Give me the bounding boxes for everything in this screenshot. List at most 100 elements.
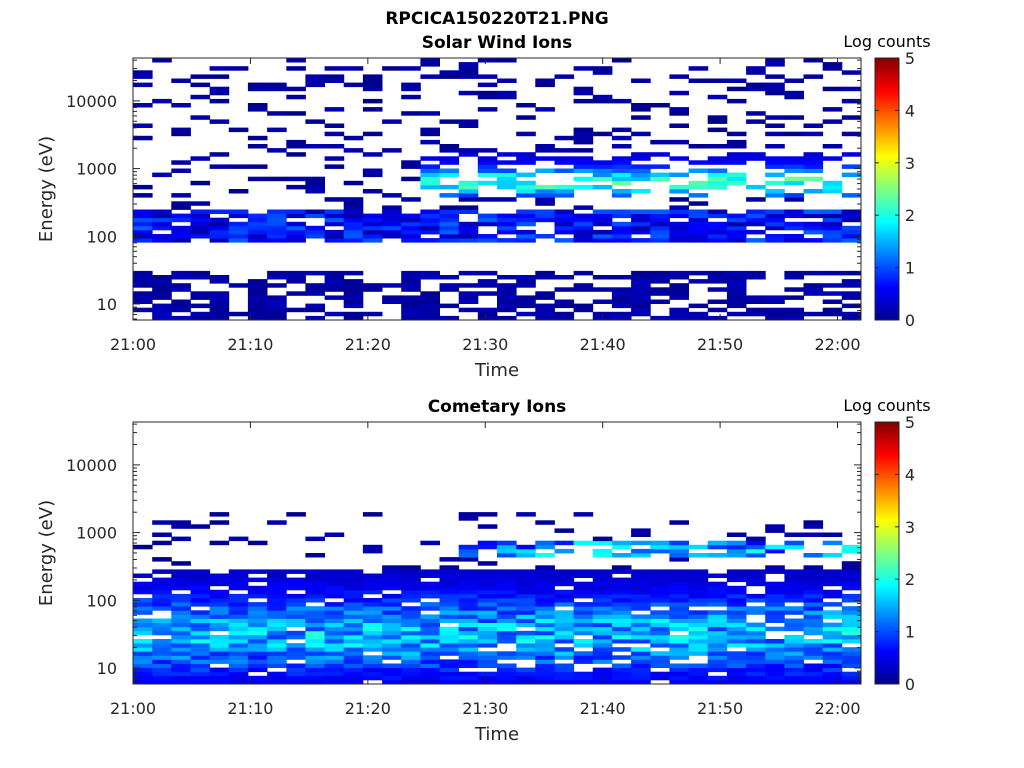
heatmap-cell: [439, 184, 460, 190]
heatmap-cell: [171, 303, 191, 309]
heatmap-cell: [631, 606, 651, 611]
heatmap-cell: [305, 82, 325, 88]
heatmap-cell: [458, 655, 479, 660]
heatmap-cell: [209, 634, 230, 640]
heatmap-cell: [228, 618, 249, 623]
heatmap-cell: [631, 593, 651, 599]
heatmap-cell: [401, 663, 421, 668]
heatmap-cell: [382, 614, 402, 619]
heatmap-cell: [611, 655, 632, 660]
heatmap-cell: [305, 643, 325, 648]
heatmap-cell: [133, 299, 153, 304]
heatmap-cell: [516, 675, 536, 681]
heatmap-cell: [171, 520, 191, 525]
heatmap-cell: [497, 671, 517, 677]
heatmap-cell: [631, 279, 651, 284]
heatmap-cell: [784, 311, 804, 317]
heatmap-cell: [631, 103, 651, 108]
heatmap-cell: [784, 671, 804, 677]
heatmap-cell: [784, 225, 804, 231]
heatmap-cell: [784, 209, 804, 214]
heatmap-cell: [535, 573, 555, 578]
heatmap-cell: [765, 189, 785, 194]
heatmap-cell: [497, 634, 517, 640]
heatmap-cell: [592, 217, 613, 223]
heatmap-cell: [305, 283, 325, 288]
heatmap-cell: [631, 287, 651, 292]
heatmap-cell: [784, 270, 804, 276]
heatmap-cell: [247, 655, 268, 660]
heatmap-cell: [516, 238, 536, 243]
heatmap-cell: [152, 98, 172, 104]
heatmap-cell: [133, 581, 153, 587]
heatmap-cell: [535, 213, 555, 219]
heatmap-cell: [784, 663, 804, 668]
heatmap-cell: [171, 606, 191, 611]
heatmap-cell: [516, 229, 536, 235]
heatmap-cell: [420, 217, 440, 223]
heatmap-cell: [765, 602, 785, 607]
heatmap-cell: [841, 598, 862, 603]
heatmap-cell: [611, 540, 632, 546]
heatmap-cell: [535, 610, 555, 615]
heatmap-cell: [573, 176, 594, 182]
y-tick-label: 1000: [76, 524, 117, 543]
heatmap-cell: [477, 606, 498, 611]
heatmap-cell: [784, 176, 804, 182]
heatmap-cell: [477, 593, 498, 599]
heatmap-cell: [133, 598, 153, 603]
heatmap-cell: [497, 675, 517, 681]
heatmap-cell: [803, 602, 824, 607]
heatmap-cell: [535, 655, 555, 660]
heatmap-cell: [707, 238, 728, 243]
spectrogram-plot: [133, 512, 862, 685]
heatmap-cell: [554, 193, 575, 198]
heatmap-cell: [382, 205, 402, 210]
heatmap-cell: [305, 144, 325, 149]
heatmap-cell: [611, 176, 632, 182]
heatmap-cell: [439, 675, 460, 681]
heatmap-cell: [746, 275, 766, 280]
heatmap-cell: [822, 610, 843, 615]
heatmap-cell: [497, 614, 517, 619]
heatmap-cell: [401, 197, 421, 202]
heatmap-cell: [209, 671, 230, 677]
heatmap-cell: [343, 634, 364, 640]
heatmap-cell: [343, 225, 364, 231]
heatmap-cell: [401, 287, 421, 292]
heatmap-cell: [420, 671, 440, 677]
heatmap-cell: [746, 82, 766, 88]
heatmap-cell: [841, 283, 862, 288]
heatmap-cell: [267, 634, 287, 640]
heatmap-cell: [267, 647, 287, 652]
heatmap-cell: [573, 679, 594, 685]
heatmap-cell: [765, 238, 785, 243]
heatmap-cell: [611, 647, 632, 652]
heatmap-cell: [669, 618, 689, 623]
heatmap-cell: [133, 217, 153, 223]
heatmap-cell: [477, 213, 498, 219]
heatmap-cell: [171, 201, 191, 206]
heatmap-cell: [171, 131, 191, 137]
heatmap-cell: [592, 540, 613, 546]
heatmap-cell: [439, 168, 460, 173]
panel-title: Solar Wind Ions: [422, 33, 573, 53]
heatmap-cell: [343, 291, 364, 296]
heatmap-cell: [592, 573, 613, 578]
heatmap-cell: [133, 651, 153, 656]
heatmap-cell: [784, 115, 804, 120]
heatmap-cell: [343, 283, 364, 288]
heatmap-cell: [324, 569, 345, 574]
heatmap-cell: [362, 614, 383, 619]
heatmap-cell: [324, 209, 345, 214]
heatmap-cell: [803, 225, 824, 231]
heatmap-cell: [707, 168, 728, 173]
heatmap-cell: [688, 589, 709, 595]
heatmap-cell: [382, 148, 402, 153]
heatmap-cell: [841, 152, 862, 157]
heatmap-cell: [784, 315, 804, 321]
heatmap-cell: [650, 172, 670, 178]
heatmap-cell: [497, 651, 517, 656]
heatmap-cell: [247, 667, 268, 673]
heatmap-cell: [554, 610, 575, 615]
